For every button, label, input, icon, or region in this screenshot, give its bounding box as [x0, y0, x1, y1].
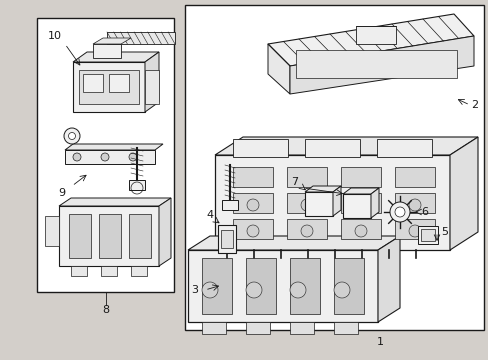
Text: 6: 6: [421, 207, 427, 217]
Bar: [131, 266, 147, 276]
Circle shape: [68, 132, 75, 140]
Bar: [289, 322, 313, 334]
Bar: [109, 74, 129, 92]
Circle shape: [354, 199, 366, 211]
Circle shape: [64, 128, 80, 144]
Bar: [145, 70, 159, 104]
Bar: [333, 258, 363, 314]
Bar: [232, 139, 287, 157]
Bar: [218, 225, 236, 253]
Polygon shape: [73, 52, 159, 62]
Circle shape: [101, 153, 109, 161]
Text: 3: 3: [191, 285, 198, 295]
Bar: [289, 258, 319, 314]
Bar: [232, 219, 272, 239]
Circle shape: [394, 207, 404, 217]
Polygon shape: [289, 36, 473, 94]
Polygon shape: [342, 194, 370, 218]
Bar: [93, 44, 121, 58]
Text: 9: 9: [59, 188, 65, 198]
Bar: [101, 266, 117, 276]
Bar: [202, 258, 231, 314]
Bar: [99, 214, 121, 258]
Circle shape: [408, 225, 420, 237]
Polygon shape: [342, 188, 378, 194]
Polygon shape: [267, 14, 473, 66]
Circle shape: [389, 202, 409, 222]
Polygon shape: [377, 236, 399, 322]
Circle shape: [408, 199, 420, 211]
Circle shape: [246, 225, 259, 237]
Bar: [232, 167, 272, 187]
Polygon shape: [305, 186, 340, 192]
Polygon shape: [305, 192, 332, 216]
Bar: [129, 180, 145, 190]
Circle shape: [301, 225, 312, 237]
Circle shape: [129, 153, 137, 161]
Bar: [295, 50, 456, 78]
Bar: [305, 139, 359, 157]
Polygon shape: [65, 150, 155, 164]
Circle shape: [333, 282, 349, 298]
Polygon shape: [159, 198, 171, 266]
Bar: [355, 26, 395, 44]
Bar: [340, 193, 380, 213]
Bar: [286, 219, 326, 239]
Bar: [129, 214, 151, 258]
Bar: [202, 322, 225, 334]
Polygon shape: [187, 250, 377, 322]
Bar: [394, 193, 434, 213]
Polygon shape: [267, 44, 289, 94]
Bar: [79, 70, 139, 104]
Bar: [245, 322, 269, 334]
Bar: [340, 167, 380, 187]
Polygon shape: [215, 155, 449, 250]
Text: 1: 1: [376, 337, 383, 347]
Bar: [222, 200, 238, 210]
Text: 8: 8: [102, 305, 109, 315]
Bar: [340, 219, 380, 239]
Circle shape: [301, 199, 312, 211]
Text: 2: 2: [470, 100, 478, 110]
Text: 10: 10: [48, 31, 62, 41]
Polygon shape: [73, 62, 145, 112]
Circle shape: [246, 199, 259, 211]
Bar: [376, 139, 431, 157]
Bar: [394, 219, 434, 239]
Bar: [221, 230, 232, 248]
Bar: [69, 214, 91, 258]
Circle shape: [289, 282, 305, 298]
Polygon shape: [145, 52, 159, 112]
Polygon shape: [59, 198, 171, 206]
Text: 7: 7: [291, 177, 298, 187]
Text: 5: 5: [441, 227, 447, 237]
Bar: [245, 258, 275, 314]
Bar: [232, 193, 272, 213]
Circle shape: [73, 153, 81, 161]
Bar: [417, 226, 437, 244]
Bar: [83, 74, 103, 92]
Bar: [394, 167, 434, 187]
Polygon shape: [215, 137, 477, 155]
Bar: [286, 193, 326, 213]
Polygon shape: [187, 236, 399, 250]
Polygon shape: [449, 137, 477, 250]
Text: 4: 4: [206, 210, 213, 220]
Polygon shape: [332, 186, 340, 216]
Polygon shape: [65, 144, 163, 150]
Bar: [286, 167, 326, 187]
Circle shape: [202, 282, 218, 298]
Polygon shape: [370, 188, 378, 218]
Circle shape: [245, 282, 262, 298]
Polygon shape: [59, 206, 159, 266]
Circle shape: [354, 225, 366, 237]
Bar: [420, 229, 434, 241]
Bar: [37, 18, 174, 292]
Bar: [71, 266, 87, 276]
Bar: [107, 32, 175, 44]
Bar: [333, 322, 357, 334]
Polygon shape: [93, 38, 131, 44]
Bar: [45, 216, 59, 246]
Bar: [184, 5, 483, 330]
